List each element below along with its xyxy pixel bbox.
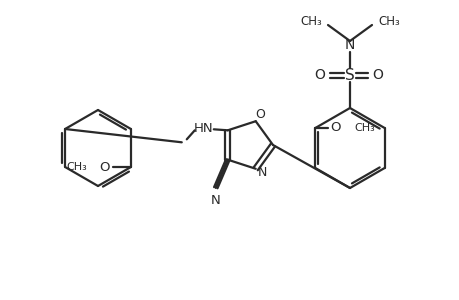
Text: O: O	[254, 108, 264, 121]
Text: O: O	[372, 68, 383, 82]
Text: O: O	[100, 160, 110, 173]
Text: N: N	[344, 38, 354, 52]
Text: N: N	[257, 166, 267, 179]
Text: CH₃: CH₃	[300, 14, 321, 28]
Text: S: S	[344, 68, 354, 82]
Text: N: N	[210, 194, 220, 207]
Text: HN: HN	[194, 122, 213, 135]
Text: O: O	[330, 121, 340, 134]
Text: CH₃: CH₃	[377, 14, 399, 28]
Text: O: O	[314, 68, 325, 82]
Text: CH₃: CH₃	[66, 162, 87, 172]
Text: CH₃: CH₃	[353, 123, 374, 133]
